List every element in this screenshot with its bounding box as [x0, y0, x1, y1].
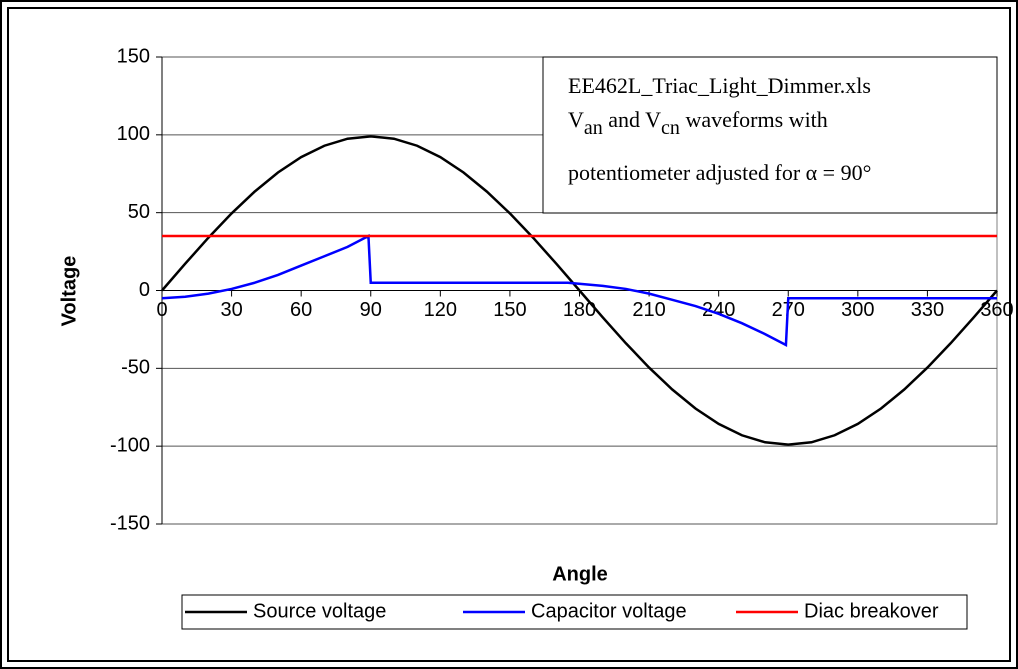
legend — [181, 594, 968, 630]
series-line — [161, 234, 997, 347]
x-tick-label: 90 — [360, 299, 382, 321]
series-line — [161, 135, 998, 446]
annotation-box — [542, 56, 998, 214]
x-tick-label: 60 — [290, 299, 312, 321]
x-axis-title: Angle — [552, 563, 608, 585]
annotation-part: an — [584, 117, 603, 139]
x-tick-label: 150 — [493, 299, 526, 321]
legend-label: Capacitor voltage — [531, 600, 687, 622]
x-tick-label: 330 — [911, 299, 944, 321]
x-tick-label: 240 — [702, 299, 735, 321]
y-axis-title: Voltage — [58, 256, 80, 327]
y-tick-label: -100 — [110, 434, 150, 456]
annotation-line: Van and Vcn waveforms with — [568, 107, 828, 139]
annotation-part: and V — [603, 107, 661, 132]
annotation-part: V — [568, 107, 584, 132]
legend-label: Source voltage — [253, 600, 386, 622]
annotation-part: cn — [661, 117, 680, 139]
x-tick-label: 120 — [424, 299, 457, 321]
y-tick-label: 0 — [139, 279, 150, 301]
x-tick-label: 0 — [156, 299, 167, 321]
y-tick-label: 50 — [128, 201, 150, 223]
y-tick-label: -150 — [110, 512, 150, 534]
annotation-line: potentiometer adjusted for α = 90° — [568, 160, 871, 185]
annotation-part: waveforms with — [680, 107, 828, 132]
x-tick-label: 300 — [841, 299, 874, 321]
x-tick-label: 180 — [563, 299, 596, 321]
y-tick-label: -50 — [121, 357, 150, 379]
legend-label: Diac breakover — [804, 600, 939, 622]
y-tick-label: 150 — [117, 45, 150, 67]
inner-frame — [7, 7, 1011, 662]
y-tick-label: 100 — [117, 123, 150, 145]
x-tick-label: 360 — [980, 299, 1013, 321]
x-tick-label: 30 — [220, 299, 242, 321]
x-tick-label: 210 — [632, 299, 665, 321]
annotation-line: EE462L_Triac_Light_Dimmer.xls — [568, 73, 871, 98]
